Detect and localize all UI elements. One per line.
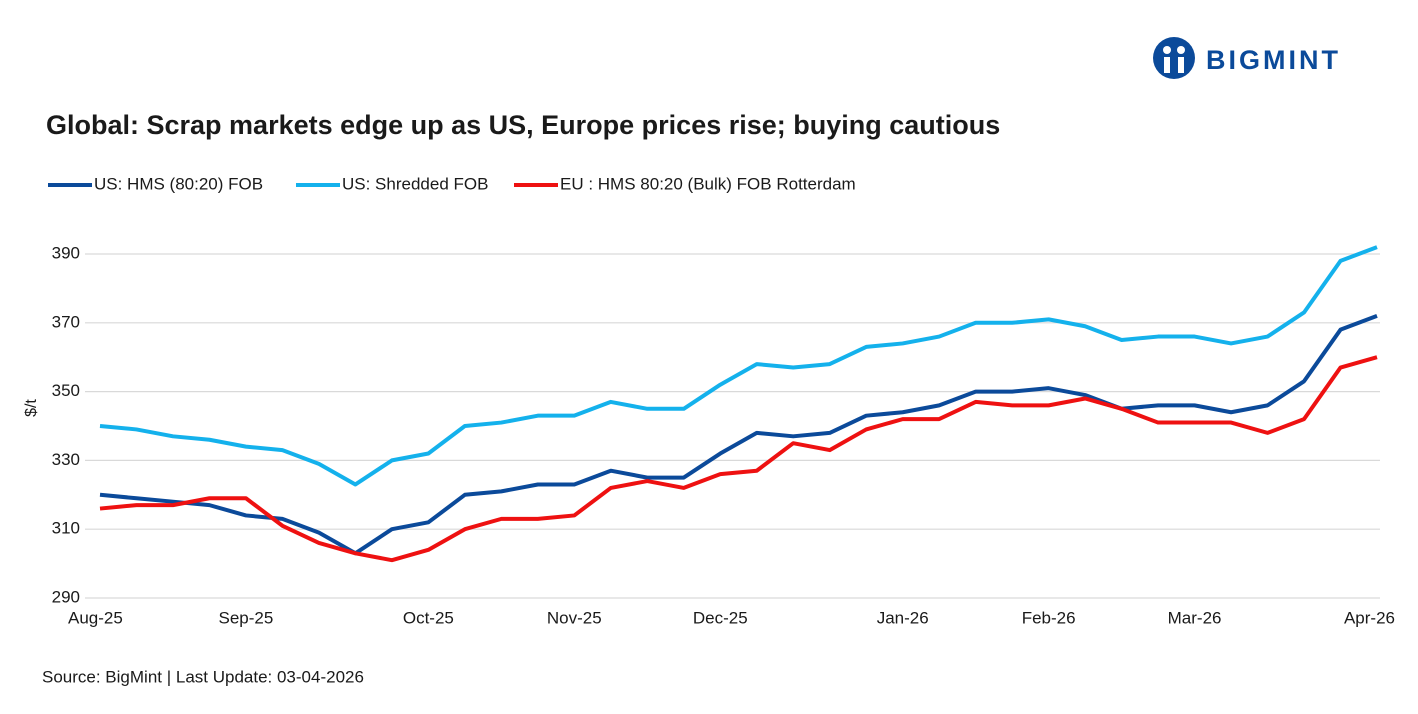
y-tick-label: 310 (52, 519, 80, 538)
x-tick-label: Apr-26 (1344, 608, 1395, 627)
y-tick-label: 350 (52, 381, 80, 400)
legend-label: US: Shredded FOB (342, 174, 488, 193)
chart-title: Global: Scrap markets edge up as US, Eur… (46, 110, 1000, 140)
source-note: Source: BigMint | Last Update: 03-04-202… (42, 667, 364, 686)
logo: BIGMINT (1153, 37, 1341, 79)
logo-icon-bar (1178, 57, 1184, 73)
y-tick-label: 390 (52, 243, 80, 262)
y-tick-label: 290 (52, 587, 80, 606)
y-tick-label: 330 (52, 450, 80, 469)
series-line (99, 355, 1378, 563)
y-axis-label: $/t (23, 399, 40, 417)
logo-icon (1153, 37, 1195, 79)
logo-text: BIGMINT (1206, 45, 1341, 75)
x-tick-label: Mar-26 (1168, 608, 1222, 627)
x-tick-label: Sep-25 (219, 608, 274, 627)
series-line (99, 314, 1378, 556)
x-tick-label: Aug-25 (68, 608, 123, 627)
x-tick-label: Jan-26 (877, 608, 929, 627)
series-line (99, 245, 1378, 487)
x-tick-label: Feb-26 (1022, 608, 1076, 627)
x-tick-label: Nov-25 (547, 608, 602, 627)
x-tick-label: Dec-25 (693, 608, 748, 627)
logo-icon-dot (1177, 46, 1185, 54)
logo-icon-dot (1163, 46, 1171, 54)
y-tick-label: 370 (52, 312, 80, 331)
logo-icon-bar (1164, 57, 1170, 73)
legend-label: US: HMS (80:20) FOB (94, 174, 263, 193)
legend-label: EU : HMS 80:20 (Bulk) FOB Rotterdam (560, 174, 856, 193)
x-tick-label: Oct-25 (403, 608, 454, 627)
